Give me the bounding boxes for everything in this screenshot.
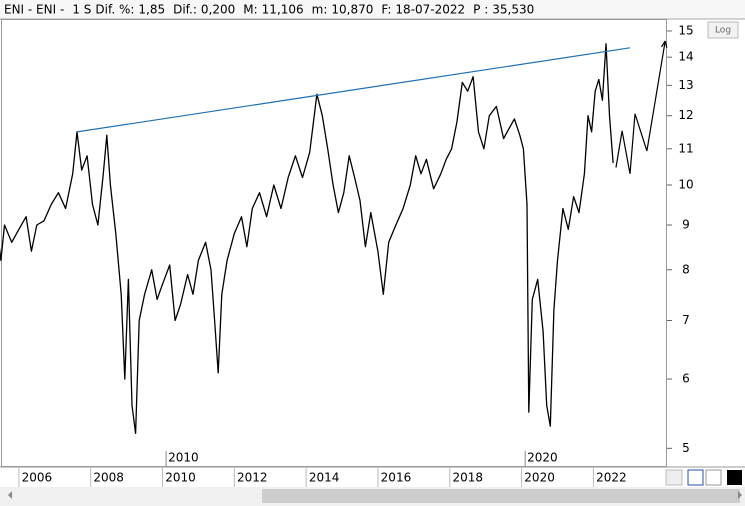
y-tick-label: 5: [682, 441, 690, 455]
header-text: 10,870: [331, 3, 373, 17]
period-marker-label: 2020: [527, 451, 558, 465]
header-text: 1,85: [138, 3, 165, 17]
y-tick-label: 8: [682, 262, 690, 276]
color-button[interactable]: [727, 470, 742, 485]
price-line: [0, 43, 614, 435]
log-button[interactable]: [707, 21, 739, 39]
header-text: 11,106: [262, 3, 304, 17]
log-button-label[interactable]: Log: [715, 26, 731, 36]
x-tick-label: 2022: [596, 471, 627, 485]
period-marker-label: 2010: [168, 451, 199, 465]
y-tick-label: 9: [682, 218, 690, 232]
header-text: m:: [312, 3, 328, 17]
zoom-button[interactable]: [665, 469, 683, 486]
y-tick-label: 12: [678, 108, 693, 122]
plot-area: [1, 19, 667, 467]
header-text: 18-07-2022: [395, 3, 465, 17]
y-tick-label: 11: [678, 141, 693, 155]
x-tick-label: 2008: [93, 471, 124, 485]
y-tick-label: 6: [682, 372, 690, 386]
header-text: P :: [473, 3, 488, 17]
scroll-left[interactable]: [8, 491, 12, 499]
header: ENI - ENI - 1 S Dif. %: 1,85 Dif.: 0,200 M: 11,…: [4, 3, 534, 17]
scroll-right[interactable]: [738, 491, 742, 499]
x-tick-label: 2010: [165, 471, 196, 485]
pin-button[interactable]: [705, 469, 722, 486]
plot: 5 6 7 8 9 10 11 12 13 14 15 2006 2008 2010 2012 2014 201…: [0, 23, 694, 487]
header-text: F:: [381, 3, 391, 17]
header-text: 0,200: [201, 3, 235, 17]
header-text: ENI - ENI -: [4, 3, 64, 17]
trend-line: [76, 47, 631, 133]
header-text: M:: [243, 3, 257, 17]
y-tick-label: 7: [682, 313, 690, 327]
y-tick-label: 13: [678, 78, 693, 92]
save-button[interactable]: [687, 469, 704, 486]
x-tick-label: 2020: [524, 471, 555, 485]
x-tick-label: 2006: [22, 471, 53, 485]
y-tick-label: 15: [678, 23, 693, 37]
header-text: 1 S: [72, 3, 91, 17]
forecast-arrowhead: [660, 40, 668, 48]
header-text: 35,530: [492, 3, 534, 17]
x-tick-label: 2014: [309, 471, 340, 485]
x-tick-label: 2018: [452, 471, 483, 485]
forecast-line: [615, 40, 666, 174]
header-bar: [0, 0, 745, 19]
y-tick-label: 10: [678, 177, 693, 191]
scrollbar-thumb[interactable]: [262, 489, 740, 503]
x-tick-label: 2016: [381, 471, 412, 485]
y-tick-label: 14: [678, 50, 693, 64]
header-text: Dif. %:: [95, 3, 134, 17]
header-text: Dif.:: [173, 3, 197, 17]
x-tick-label: 2012: [237, 471, 268, 485]
